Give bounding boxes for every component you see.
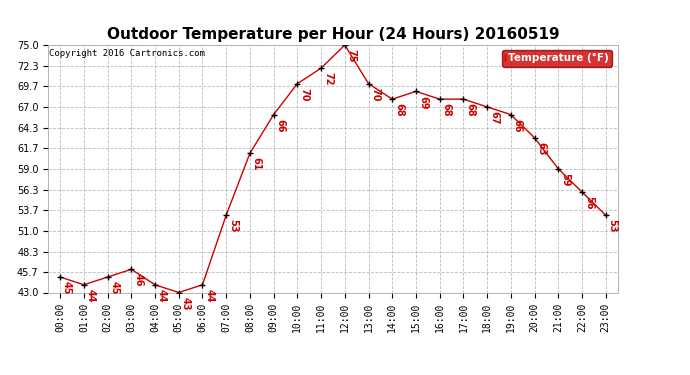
Text: 56: 56 — [584, 196, 594, 210]
Text: 44: 44 — [204, 289, 215, 302]
Text: 53: 53 — [608, 219, 618, 233]
Text: 44: 44 — [86, 289, 96, 302]
Text: 43: 43 — [181, 297, 190, 310]
Text: 45: 45 — [110, 281, 119, 295]
Text: 66: 66 — [275, 119, 286, 132]
Text: 46: 46 — [133, 273, 144, 287]
Text: 61: 61 — [252, 158, 262, 171]
Text: 45: 45 — [62, 281, 72, 295]
Text: 63: 63 — [537, 142, 546, 156]
Text: 69: 69 — [418, 96, 428, 109]
Title: Outdoor Temperature per Hour (24 Hours) 20160519: Outdoor Temperature per Hour (24 Hours) … — [107, 27, 559, 42]
Text: 66: 66 — [513, 119, 523, 132]
Text: 75: 75 — [347, 49, 357, 63]
Text: 68: 68 — [465, 103, 475, 117]
Text: Copyright 2016 Cartronics.com: Copyright 2016 Cartronics.com — [50, 49, 206, 58]
Text: 59: 59 — [560, 173, 570, 186]
Text: 70: 70 — [299, 88, 309, 101]
Text: 68: 68 — [394, 103, 404, 117]
Text: 70: 70 — [371, 88, 380, 101]
Text: 67: 67 — [489, 111, 499, 125]
Text: 68: 68 — [442, 103, 451, 117]
Text: 44: 44 — [157, 289, 167, 302]
Legend: Temperature (°F): Temperature (°F) — [502, 50, 612, 66]
Text: 72: 72 — [323, 72, 333, 86]
Text: 53: 53 — [228, 219, 238, 233]
